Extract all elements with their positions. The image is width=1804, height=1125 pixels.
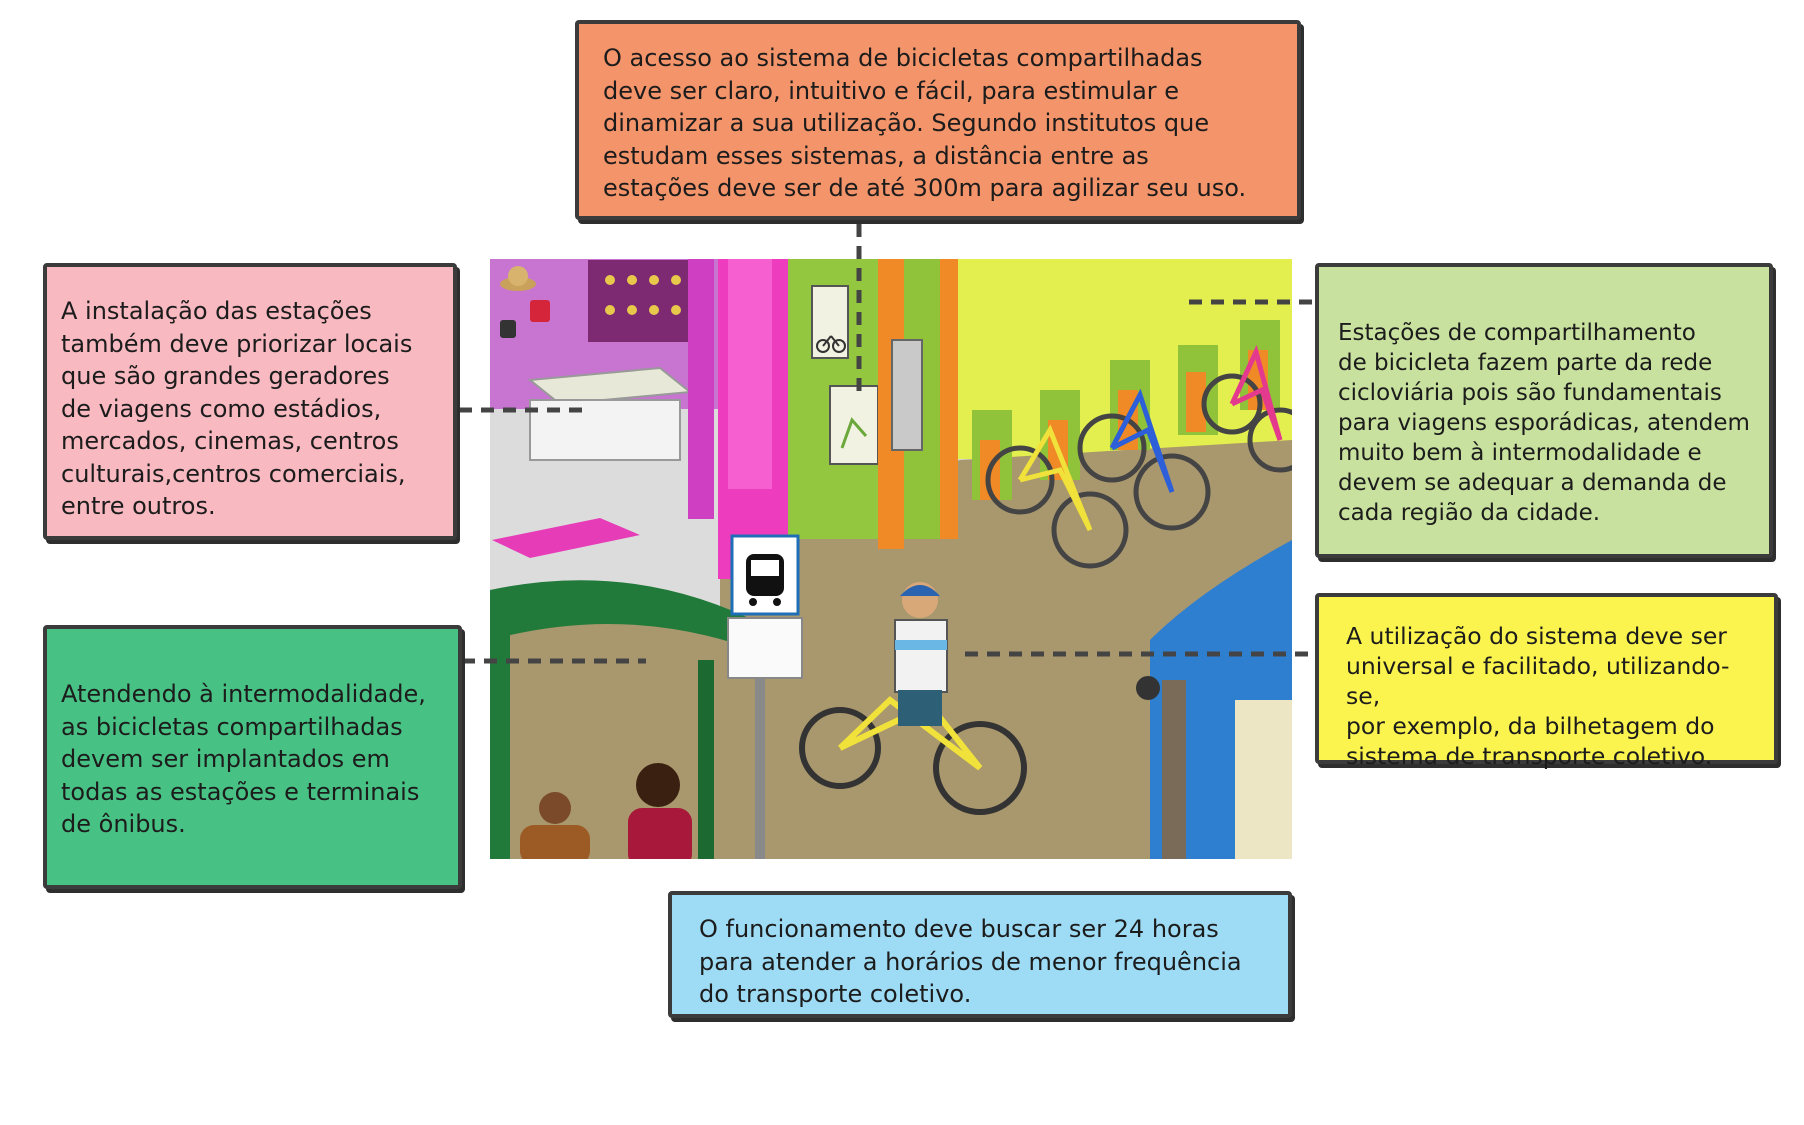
map-icon [829,385,879,465]
callout-universal-use-text: A utilização do sistema deve ser univers… [1346,622,1730,770]
callout-network: Estações de compartilhamento de biciclet… [1315,263,1773,558]
cyclist [799,582,1027,815]
callout-intermodality-text: Atendendo à intermodalidade, as biciclet… [61,680,426,838]
callout-network-text: Estações de compartilhamento de biciclet… [1338,320,1750,526]
callout-operating-hours: O funcionamento deve buscar ser 24 horas… [668,891,1292,1018]
back-wall [900,259,1292,459]
bicycle-icon [816,335,846,353]
bus-icon [746,554,784,606]
callout-locations-text: A instalação das estações também deve pr… [61,297,413,520]
jewelry-display [588,260,696,342]
handbag-icon [500,300,550,338]
bus-shelter [490,580,790,660]
glass-counter [529,399,681,461]
docked-bicycles [985,344,1292,569]
callout-access-text: O acesso ao sistema de bicicletas compar… [603,44,1247,202]
hat-icon [500,266,536,291]
pedestrians [520,763,692,859]
callout-intermodality: Atendendo à intermodalidade, as biciclet… [43,625,462,889]
callout-operating-hours-text: O funcionamento deve buscar ser 24 horas… [699,915,1242,1008]
callout-access: O acesso ao sistema de bicicletas compar… [575,20,1301,220]
callout-locations: A instalação das estações também deve pr… [43,263,457,540]
callout-universal-use: A utilização do sistema deve ser univers… [1315,593,1778,770]
